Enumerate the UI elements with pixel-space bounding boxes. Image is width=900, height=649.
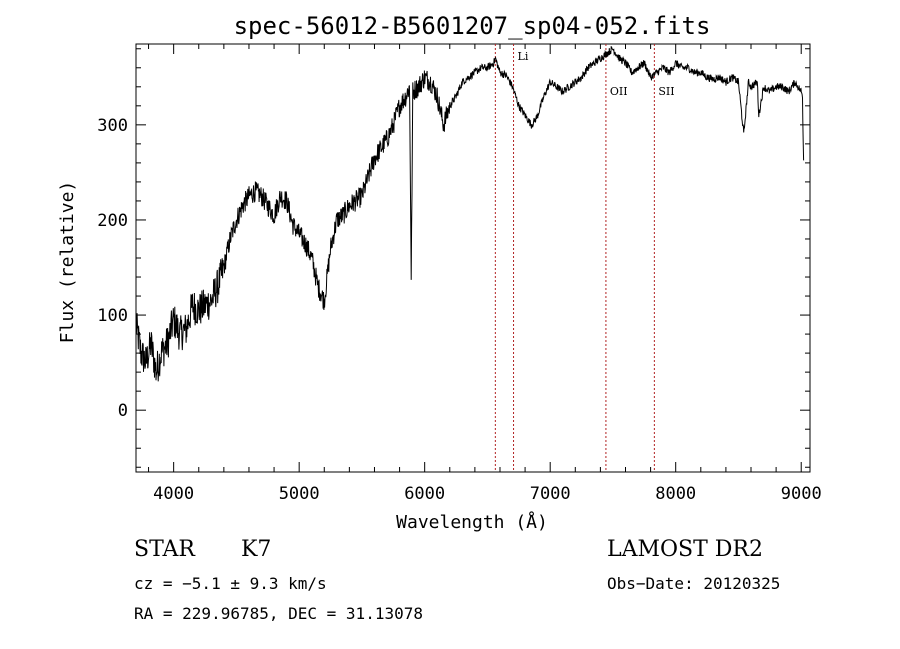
x-tick-label: 6000 [404, 484, 445, 504]
reference-line-label: OII [610, 85, 628, 98]
coordinates: RA = 229.96785, DEC = 31.13078 [134, 604, 423, 623]
y-tick-label: 100 [97, 306, 128, 326]
x-tick-label: 5000 [279, 484, 320, 504]
y-tick-label: 0 [118, 401, 128, 421]
redshift-cz: cz = −5.1 ± 9.3 km/s [134, 574, 327, 593]
spectrum-line [135, 46, 805, 382]
reference-line-label: Li [518, 50, 529, 63]
chart-title: spec-56012-B5601207_sp04-052.fits [234, 12, 711, 40]
observation-date: Obs−Date: 20120325 [607, 574, 781, 593]
y-tick-label: 300 [97, 116, 128, 136]
object-subclass: K7 [241, 537, 272, 562]
x-tick-label: 7000 [530, 484, 571, 504]
plot-frame [135, 43, 811, 473]
survey-name: LAMOST DR2 [607, 537, 763, 562]
x-tick-label: 4000 [153, 484, 194, 504]
x-tick-label: 8000 [655, 484, 696, 504]
x-axis-label: Wavelength (Å) [396, 511, 548, 533]
x-tick-label: 9000 [781, 484, 822, 504]
object-class: STAR [134, 537, 195, 562]
y-axis-label: Flux (relative) [57, 181, 78, 344]
reference-lines: Li OII SII [494, 44, 675, 472]
reference-line-label: SII [658, 85, 674, 98]
axis-ticks [136, 44, 810, 472]
y-tick-label: 200 [97, 211, 128, 231]
axis-tick-labels: 4000 5000 6000 7000 8000 9000 0 100 200 300 [97, 116, 821, 504]
